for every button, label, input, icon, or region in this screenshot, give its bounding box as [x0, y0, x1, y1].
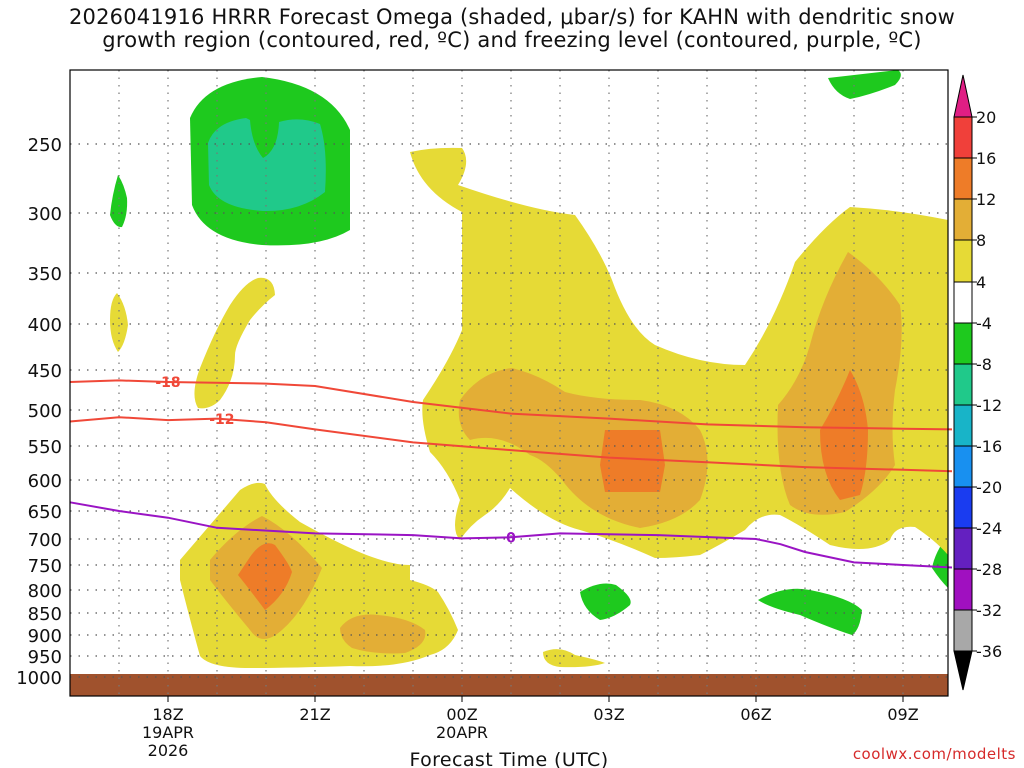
colorbar-swatch — [953, 363, 973, 406]
colorbar-swatch — [953, 609, 973, 652]
x-tick-date: 20APR — [436, 723, 488, 742]
terrain-bar — [70, 674, 948, 696]
colorbar-swatch — [953, 486, 973, 529]
colorbar-label: -32 — [976, 601, 1002, 620]
y-tick-label: 350 — [28, 264, 62, 285]
x-tick-label: 03Z — [593, 705, 624, 724]
omega-region-orange-light — [777, 252, 902, 515]
colorbar-arrow-top — [953, 74, 973, 118]
omega-region-yellow — [194, 277, 275, 409]
colorbar-label: 8 — [976, 231, 986, 250]
colorbar-label: -20 — [976, 478, 1002, 497]
colorbar-label: 16 — [976, 149, 996, 168]
colorbar: 20 16 12 8 4 -4 -8 -12 -16 -20 -24 -28 -32 -36 — [953, 74, 1002, 691]
contour-label: 0 — [506, 530, 516, 546]
chart-title: 2026041916 HRRR Forecast Omega (shaded, … — [0, 6, 1024, 52]
x-tick-label: 06Z — [740, 705, 771, 724]
colorbar-swatch — [953, 239, 973, 283]
contour-line-m18 — [69, 379, 953, 431]
y-axis: 2503003504004505005506006507007508008509… — [16, 135, 62, 689]
x-tick-date: 19APR — [142, 723, 194, 742]
colorbar-swatch — [953, 281, 973, 324]
y-tick-label: 900 — [28, 626, 62, 647]
contour-label: -18 — [155, 375, 180, 391]
colorbar-label: 12 — [976, 190, 996, 209]
colorbar-swatch — [953, 157, 973, 200]
y-tick-label: 700 — [28, 530, 62, 551]
temperature-contours: -18 -12 0 — [69, 375, 953, 569]
colorbar-swatch — [953, 198, 973, 241]
omega-region-teal — [208, 118, 326, 212]
x-tick-label: 09Z — [887, 705, 918, 724]
chart-title-line-2: growth region (contoured, red, ºC) and f… — [102, 28, 922, 52]
y-tick-label: 950 — [28, 647, 62, 668]
colorbar-label: -8 — [976, 355, 992, 374]
colorbar-swatch — [953, 322, 973, 365]
y-tick-label: 800 — [28, 581, 62, 602]
colorbar-label: -16 — [976, 437, 1002, 456]
omega-region-yellow — [543, 649, 605, 668]
grid-lines — [70, 70, 948, 696]
y-tick-label: 550 — [28, 437, 62, 458]
contour-line-m12 — [69, 416, 953, 473]
colorbar-swatch — [953, 116, 973, 159]
contour-line-0 — [69, 501, 953, 569]
x-tick-label: 18Z — [152, 705, 183, 724]
colorbar-label: -12 — [976, 396, 1002, 415]
colorbar-swatch — [953, 568, 973, 611]
y-tick-label: 450 — [28, 361, 62, 382]
colorbar-swatch — [953, 527, 973, 570]
plot-frame — [69, 69, 949, 697]
chart-title-line-1: 2026041916 HRRR Forecast Omega (shaded, … — [68, 5, 955, 29]
y-tick-label: 1000 — [16, 668, 62, 689]
omega-region-orange-dark — [238, 543, 292, 610]
colorbar-label: -4 — [976, 314, 992, 333]
colorbar-label: -36 — [976, 642, 1002, 661]
x-tick-label: 21Z — [299, 705, 330, 724]
colorbar-label: 20 — [976, 108, 996, 127]
y-tick-label: 500 — [28, 401, 62, 422]
y-tick-label: 600 — [28, 471, 62, 492]
omega-region-orange-dark — [600, 430, 665, 492]
colorbar-label: -24 — [976, 519, 1002, 538]
y-tick-label: 750 — [28, 556, 62, 577]
x-axis-label: Forecast Time (UTC) — [409, 749, 608, 768]
omega-region-yellow — [110, 293, 128, 352]
y-tick-label: 400 — [28, 315, 62, 336]
credit-text: coolwx.com/modelts — [852, 745, 1016, 763]
omega-shading — [110, 70, 948, 668]
colorbar-swatch — [953, 404, 973, 447]
omega-region-green — [580, 583, 631, 620]
colorbar-label: -28 — [976, 560, 1002, 579]
y-tick-label: 650 — [28, 502, 62, 523]
x-tick-label: 00Z — [446, 705, 477, 724]
y-tick-label: 300 — [28, 204, 62, 225]
omega-region-green — [828, 70, 901, 99]
colorbar-label: 4 — [976, 273, 986, 292]
colorbar-arrow-bottom — [953, 650, 973, 691]
x-tick-year: 2026 — [148, 741, 189, 760]
omega-region-green — [110, 175, 128, 228]
y-tick-label: 250 — [28, 135, 62, 156]
contour-label: -12 — [209, 412, 234, 428]
y-tick-label: 850 — [28, 604, 62, 625]
omega-region-green — [758, 588, 862, 635]
colorbar-swatch — [953, 445, 973, 488]
omega-region-orange-light — [340, 614, 426, 654]
